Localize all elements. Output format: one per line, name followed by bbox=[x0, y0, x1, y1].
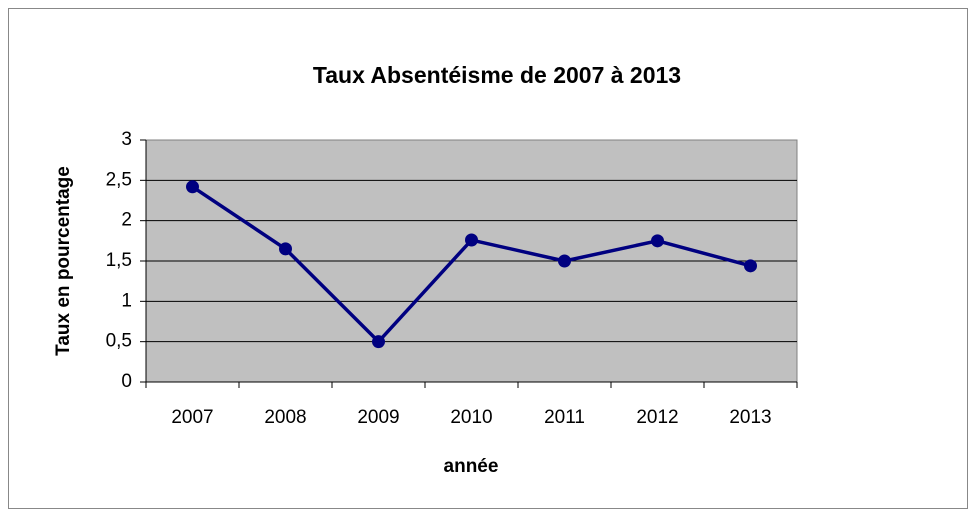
y-tick-label: 2,5 bbox=[106, 169, 132, 190]
data-point bbox=[558, 254, 571, 268]
y-tick-label: 1,5 bbox=[106, 250, 132, 271]
y-tick-label: 2 bbox=[121, 210, 132, 231]
x-tick-label: 2007 bbox=[171, 407, 213, 428]
y-tick-label: 0 bbox=[121, 371, 132, 392]
x-tick-label: 2012 bbox=[636, 407, 678, 428]
y-tick-label: 3 bbox=[121, 129, 132, 150]
y-axis-label: Taux en pourcentage bbox=[53, 166, 74, 356]
x-axis-label: année bbox=[444, 456, 499, 477]
x-tick-label: 2010 bbox=[450, 407, 492, 428]
data-point bbox=[186, 180, 199, 194]
x-tick-label: 2013 bbox=[729, 407, 771, 428]
x-tick-label: 2011 bbox=[544, 407, 585, 428]
data-point bbox=[279, 242, 292, 256]
y-tick-label: 0,5 bbox=[106, 331, 132, 352]
x-tick-label: 2008 bbox=[264, 407, 306, 428]
data-point bbox=[465, 233, 478, 247]
data-point bbox=[651, 234, 664, 248]
data-point bbox=[744, 259, 757, 273]
chart-title: Taux Absentéisme de 2007 à 2013 bbox=[313, 62, 681, 88]
data-point bbox=[372, 335, 385, 349]
y-tick-label: 1 bbox=[121, 290, 132, 311]
x-tick-label: 2009 bbox=[357, 407, 399, 428]
